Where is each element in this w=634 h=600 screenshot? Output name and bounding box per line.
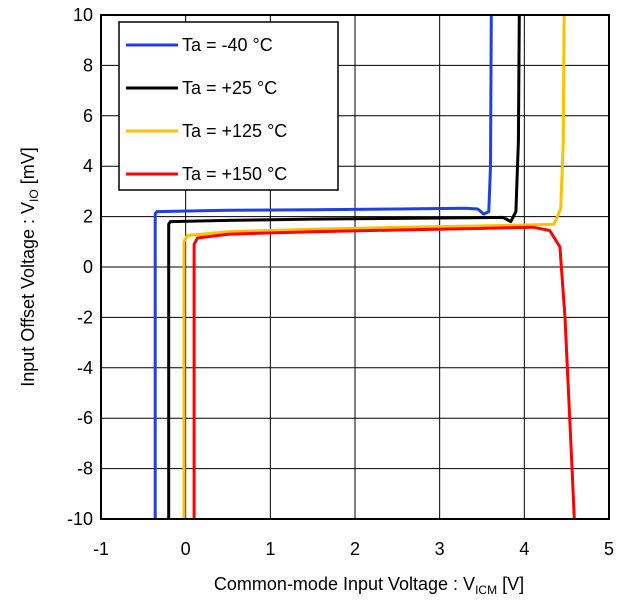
x-tick-label: 4: [519, 539, 529, 559]
x-tick-label: 0: [181, 539, 191, 559]
legend-entry: Ta = +25 °C: [182, 78, 277, 98]
series-line: [153, 14, 493, 519]
series-lines: [153, 14, 576, 520]
x-tick-label: 1: [265, 539, 275, 559]
y-tick-label: -4: [77, 358, 93, 378]
y-tick-label: -6: [77, 408, 93, 428]
series-line: [192, 225, 576, 520]
y-tick-label: 6: [83, 106, 93, 126]
y-tick-label: 8: [83, 55, 93, 75]
series-line: [167, 14, 521, 519]
legend-entry: Ta = +150 °C: [182, 164, 287, 184]
y-tick-label: -10: [67, 509, 93, 529]
legend-box: [118, 21, 339, 191]
y-tick-label: 0: [83, 257, 93, 277]
plot-frame: [100, 14, 610, 520]
x-tick-label: 3: [435, 539, 445, 559]
y-tick-label: 4: [83, 156, 93, 176]
x-tick-labels: -1 0 1 2 3 4 5: [93, 539, 614, 559]
legend-entry: Ta = +125 °C: [182, 121, 287, 141]
x-axis-label: Common-mode Input Voltage : VICM [V]: [214, 574, 524, 597]
x-tick-label: -1: [93, 539, 109, 559]
y-tick-label: 2: [83, 207, 93, 227]
x-tick-label: 5: [604, 539, 614, 559]
y-tick-label: -8: [77, 459, 93, 479]
y-axis-label: Input Offset Voltage : VIO [mV]: [18, 147, 41, 386]
series-line: [182, 14, 566, 519]
y-tick-labels: -10 -8 -6 -4 -2 0 2 4 6 8 10: [67, 5, 93, 529]
x-tick-label: 2: [350, 539, 360, 559]
legend-entry: Ta = -40 °C: [182, 35, 273, 55]
legend: Ta = -40 °C Ta = +25 °C Ta = +125 °C Ta = +…: [118, 21, 339, 191]
y-tick-label: 10: [73, 5, 93, 25]
y-tick-label: -2: [77, 307, 93, 327]
